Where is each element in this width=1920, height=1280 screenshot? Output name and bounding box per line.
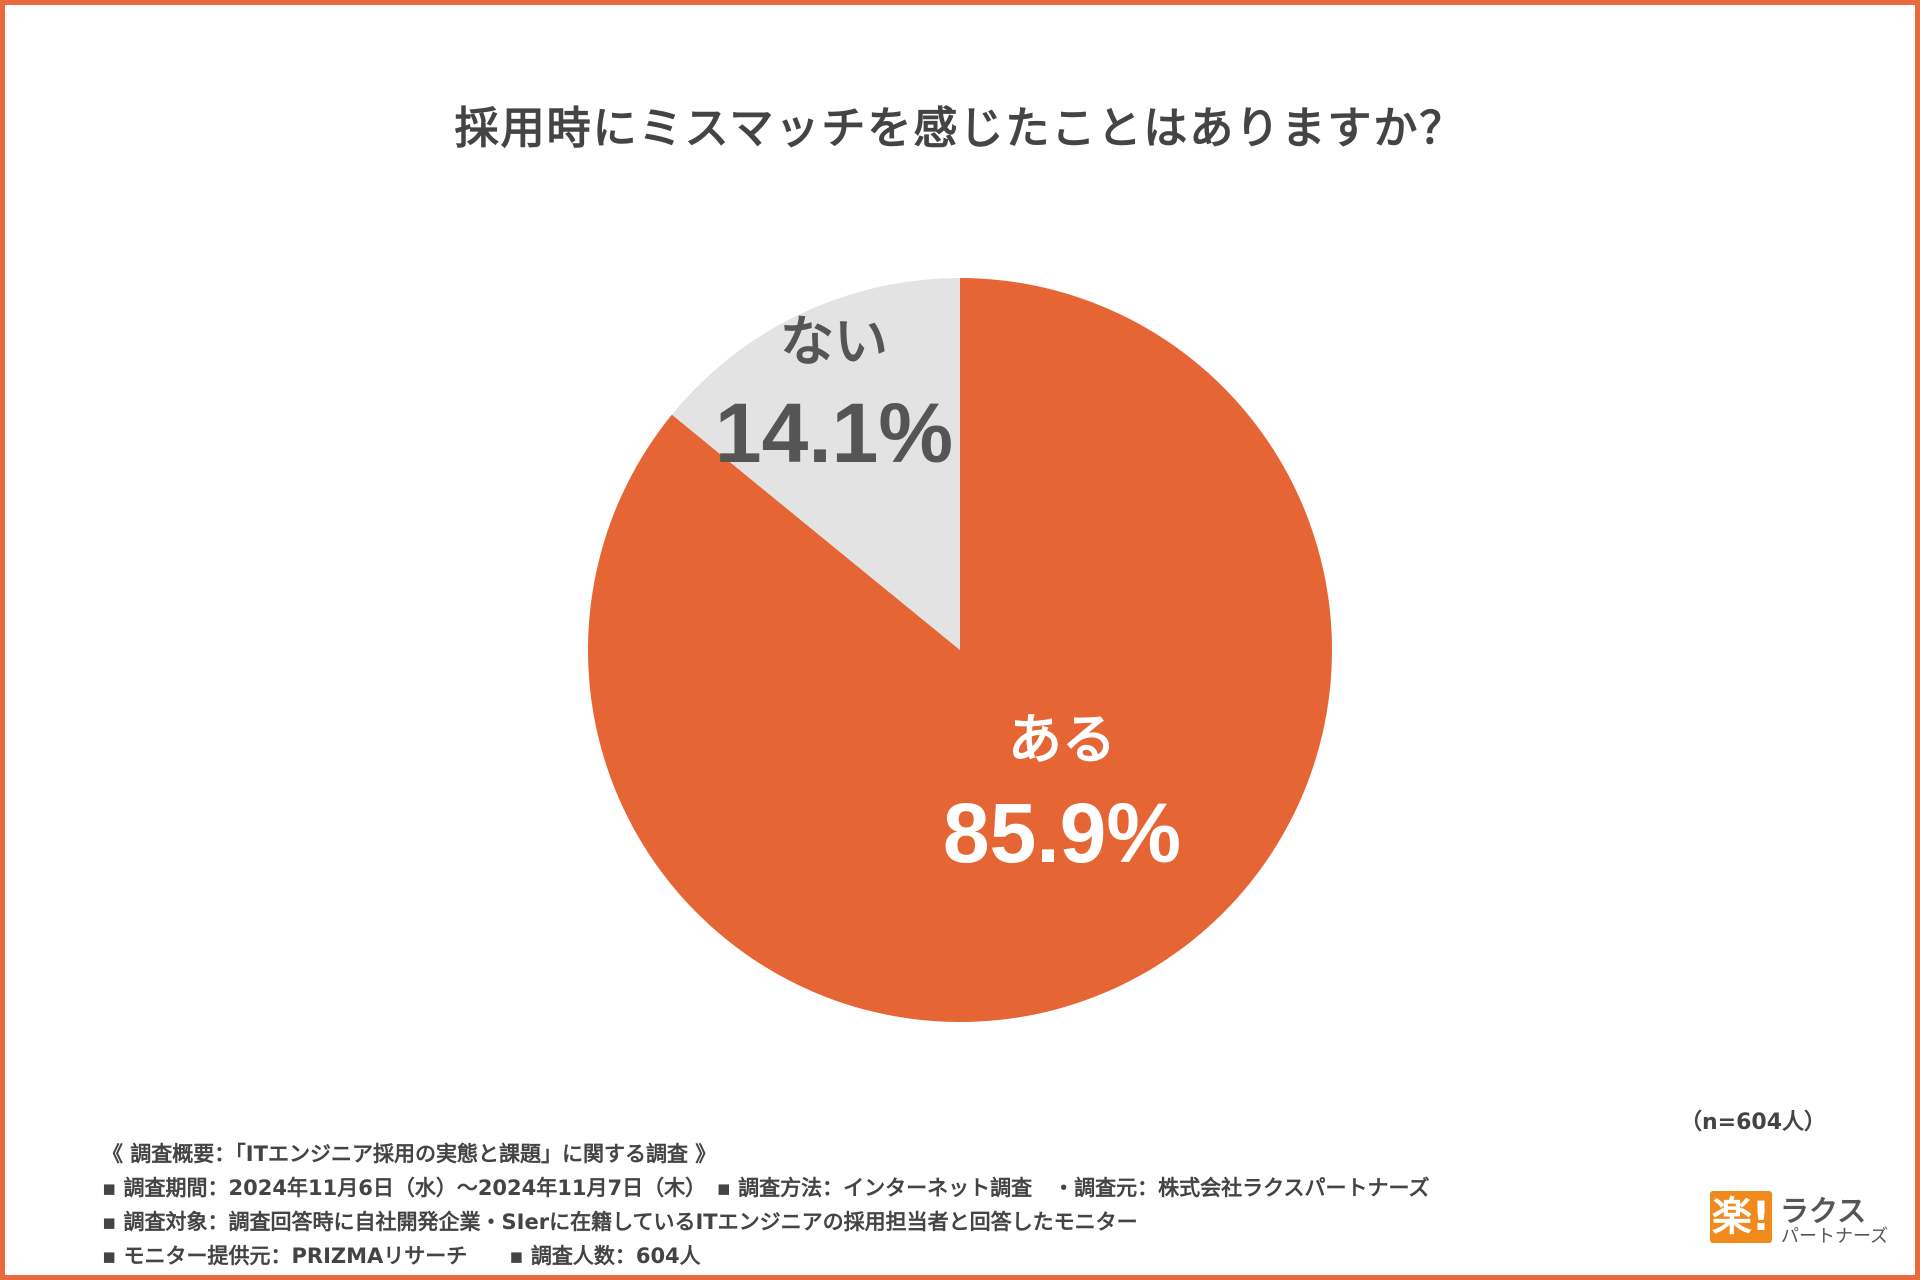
survey-note-period: ▪ 調査期間：2024年11月6日（水）〜2024年11月7日（木） ▪ 調査方… xyxy=(102,1176,1430,1200)
slice-label-0: ある xyxy=(1008,708,1116,771)
pie-slice-1 xyxy=(671,278,960,650)
survey-note-heading: 《 調査概要：「ITエンジニア採用の実態と課題」に関する調査 》 xyxy=(102,1142,717,1166)
sample-size: （n=604人） xyxy=(1680,1110,1827,1135)
slice-label-1: ない xyxy=(780,310,888,373)
logo-mark-icon: 楽! xyxy=(1710,1191,1772,1243)
survey-notes: 《 調査概要：「ITエンジニア採用の実態と課題」に関する調査 》 ▪ 調査期間：… xyxy=(102,1137,1429,1273)
slice-value-0: 85.9% xyxy=(943,786,1181,880)
logo-subname: パートナーズ xyxy=(1781,1226,1889,1247)
company-logo: 楽! ラクス パートナーズ xyxy=(1710,1188,1900,1248)
survey-note-target: ▪ 調査対象：調査回答時に自社開発企業・SIerに在籍しているITエンジニアの採… xyxy=(102,1210,1138,1234)
logo-name: ラクス xyxy=(1780,1194,1867,1228)
chart-title: 採用時にミスマッチを感じたことはありますか？ xyxy=(454,103,1466,154)
survey-note-provider: ▪ モニター提供元：PRIZMAリサーチ ▪ 調査人数：604人 xyxy=(102,1244,701,1268)
slice-value-1: 14.1% xyxy=(715,386,953,480)
